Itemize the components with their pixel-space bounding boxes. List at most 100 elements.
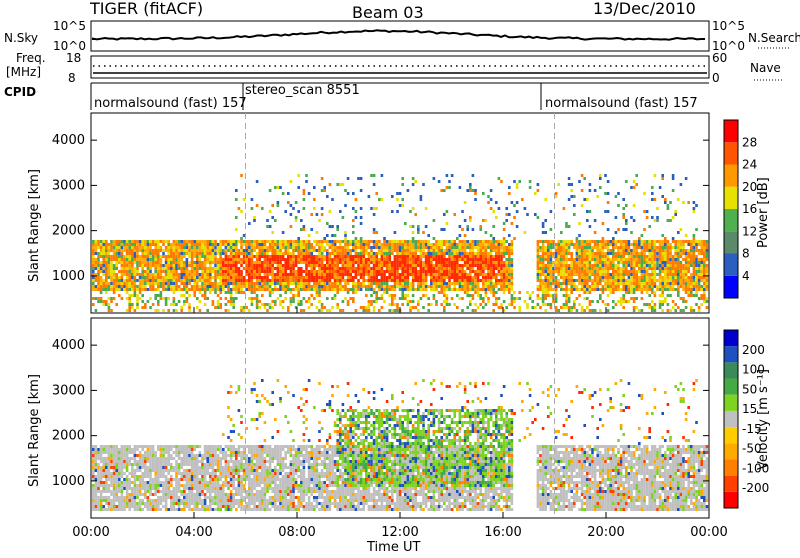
heatmap-cell	[165, 273, 168, 276]
heatmap-cell	[440, 261, 443, 264]
heatmap-cell	[394, 231, 397, 234]
heatmap-cell	[438, 279, 441, 282]
heatmap-cell	[654, 279, 657, 282]
heatmap-cell	[321, 246, 324, 249]
heatmap-cell	[154, 255, 157, 258]
heatmap-cell	[136, 300, 139, 303]
heatmap-cell	[685, 258, 688, 261]
heatmap-cell	[659, 300, 662, 303]
heatmap-cell	[326, 258, 329, 261]
heatmap-cell	[555, 276, 558, 279]
heatmap-cell	[474, 198, 477, 201]
heatmap-cell	[438, 258, 441, 261]
heatmap-cell	[253, 288, 256, 291]
heatmap-cell	[100, 240, 103, 243]
heatmap-cell	[113, 267, 116, 270]
heatmap-cell	[347, 252, 350, 255]
heatmap-cell	[495, 240, 498, 243]
heatmap-cell	[698, 249, 701, 252]
heatmap-cell	[456, 237, 459, 240]
heatmap-cell	[175, 255, 178, 258]
heatmap-cell	[651, 192, 654, 195]
heatmap-cell	[279, 258, 282, 261]
heatmap-cell	[648, 261, 651, 264]
heatmap-cell	[383, 279, 386, 282]
heatmap-cell	[394, 264, 397, 267]
heatmap-cell	[630, 261, 633, 264]
heatmap-cell	[162, 279, 165, 282]
heatmap-cell	[537, 294, 540, 297]
heatmap-cell	[193, 264, 196, 267]
heatmap-cell	[700, 246, 703, 249]
heatmap-cell	[542, 297, 545, 300]
heatmap-cell	[651, 243, 654, 246]
heatmap-cell	[581, 240, 584, 243]
heatmap-cell	[706, 243, 709, 246]
heatmap-cell	[123, 270, 126, 273]
heatmap-cell	[700, 270, 703, 273]
heatmap-cell	[121, 469, 124, 472]
heatmap-cell	[251, 297, 254, 300]
heatmap-cell	[404, 267, 407, 270]
heatmap-cell	[664, 255, 667, 258]
heatmap-cell	[635, 264, 638, 267]
heatmap-cell	[695, 276, 698, 279]
heatmap-cell	[251, 261, 254, 264]
heatmap-cell	[102, 252, 105, 255]
heatmap-cell	[269, 261, 272, 264]
heatmap-cell	[336, 183, 339, 186]
heatmap-cell	[474, 243, 477, 246]
heatmap-cell	[139, 291, 142, 294]
heatmap-cell	[139, 493, 142, 496]
y-tick-label: 1000	[52, 269, 85, 284]
heatmap-cell	[490, 246, 493, 249]
heatmap-cell	[92, 460, 95, 463]
heatmap-cell	[433, 258, 436, 261]
heatmap-cell	[401, 276, 404, 279]
heatmap-cell	[375, 276, 378, 279]
heatmap-cell	[126, 282, 129, 285]
heatmap-cell	[95, 499, 98, 502]
heatmap-cell	[318, 279, 321, 282]
heatmap-cell	[391, 303, 394, 306]
heatmap-cell	[477, 243, 480, 246]
heatmap-cell	[128, 478, 131, 481]
heatmap-cell	[154, 249, 157, 252]
heatmap-cell	[115, 487, 118, 490]
heatmap-cell	[479, 252, 482, 255]
heatmap-cell	[693, 210, 696, 213]
heatmap-cell	[703, 291, 706, 294]
heatmap-cell	[173, 273, 176, 276]
heatmap-cell	[544, 297, 547, 300]
heatmap-cell	[373, 306, 376, 309]
heatmap-cell	[485, 264, 488, 267]
heatmap-cell	[284, 246, 287, 249]
heatmap-cell	[193, 252, 196, 255]
heatmap-cell	[656, 258, 659, 261]
heatmap-cell	[472, 294, 475, 297]
heatmap-cell	[271, 243, 274, 246]
heatmap-cell	[199, 255, 202, 258]
heatmap-cell	[539, 246, 542, 249]
heatmap-cell	[620, 270, 623, 273]
heatmap-cell	[136, 493, 139, 496]
heatmap-cell	[396, 198, 399, 201]
heatmap-cell	[209, 243, 212, 246]
heatmap-cell	[225, 297, 228, 300]
heatmap-cell	[92, 264, 95, 267]
heatmap-cell	[667, 255, 670, 258]
heatmap-cell	[178, 285, 181, 288]
heatmap-cell	[108, 303, 111, 306]
heatmap-cell	[318, 258, 321, 261]
heatmap-cell	[113, 490, 116, 493]
heatmap-cell	[297, 285, 300, 288]
heatmap-cell	[264, 285, 267, 288]
heatmap-cell	[175, 282, 178, 285]
heatmap-cell	[165, 300, 168, 303]
heatmap-cell	[251, 282, 254, 285]
heatmap-cell	[342, 246, 345, 249]
heatmap-cell	[342, 264, 345, 267]
heatmap-cell	[305, 270, 308, 273]
heatmap-cell	[225, 258, 228, 261]
heatmap-cell	[433, 246, 436, 249]
